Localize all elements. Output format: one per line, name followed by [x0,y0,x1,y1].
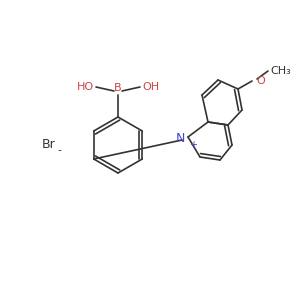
Text: Br: Br [42,139,56,152]
Text: B: B [114,83,122,93]
Text: OH: OH [142,82,159,92]
Text: CH₃: CH₃ [270,66,291,76]
Text: N: N [176,133,185,146]
Text: -: - [57,145,61,155]
Text: O: O [256,76,265,86]
Text: +: + [189,140,197,150]
Text: HO: HO [77,82,94,92]
